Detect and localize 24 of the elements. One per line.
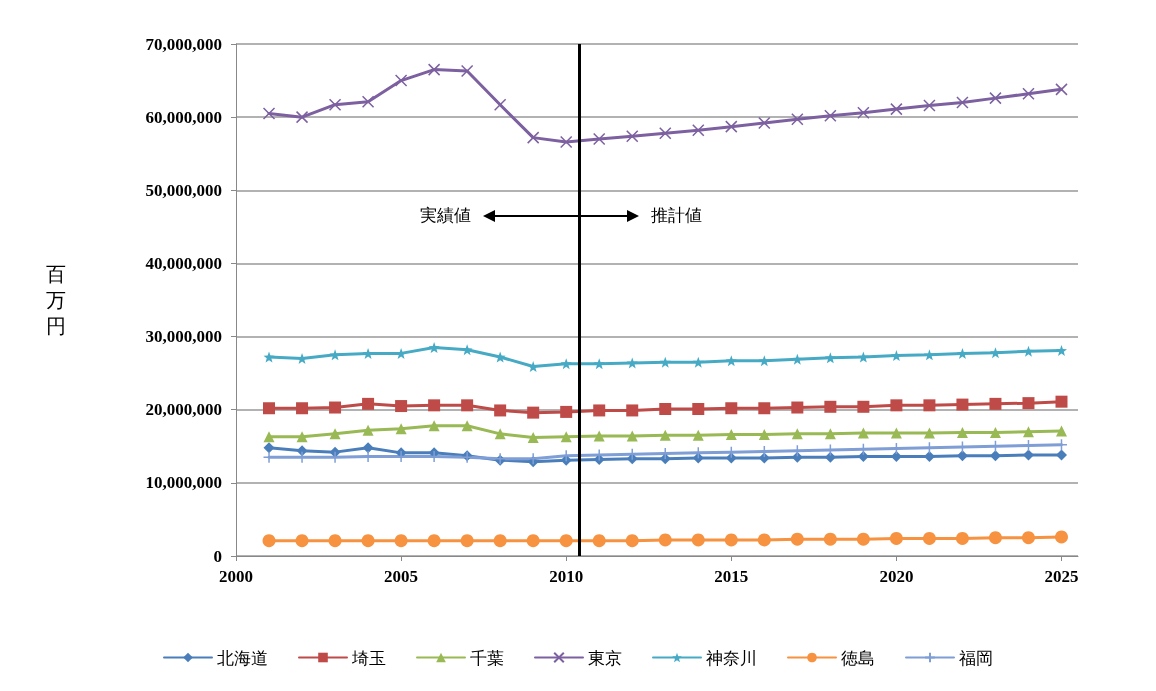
annotation: 実績値 (420, 206, 472, 226)
annotation: 推計値 (651, 206, 703, 226)
y-tick-label: 20,000,000 (145, 400, 222, 420)
legend-label: 東京 (588, 647, 622, 668)
x-tick-label: 2010 (549, 567, 584, 586)
x-tick-label: 2015 (714, 567, 749, 586)
y-tick-label: 40,000,000 (145, 253, 222, 273)
y-tick-label: 0 (213, 546, 222, 566)
x-tick-label: 2025 (1044, 567, 1079, 586)
legend-label: 北海道 (217, 647, 268, 668)
y-axis-title: 百万円 (46, 262, 66, 338)
legend-label: 埼玉 (351, 647, 386, 668)
y-tick-label: 60,000,000 (145, 107, 222, 127)
legend-label: 千葉 (470, 647, 504, 668)
legend-label: 神奈川 (706, 647, 757, 668)
x-tick-label: 2020 (879, 567, 914, 586)
y-tick-label: 30,000,000 (145, 327, 222, 347)
legend-label: 徳島 (841, 647, 875, 668)
y-tick-label: 50,000,000 (145, 180, 222, 200)
x-tick-label: 2005 (384, 567, 419, 586)
legend-label: 福岡 (959, 647, 993, 668)
x-tick-label: 2000 (219, 567, 253, 586)
y-tick-label: 70,000,000 (145, 34, 222, 54)
y-tick-label: 10,000,000 (145, 473, 222, 493)
